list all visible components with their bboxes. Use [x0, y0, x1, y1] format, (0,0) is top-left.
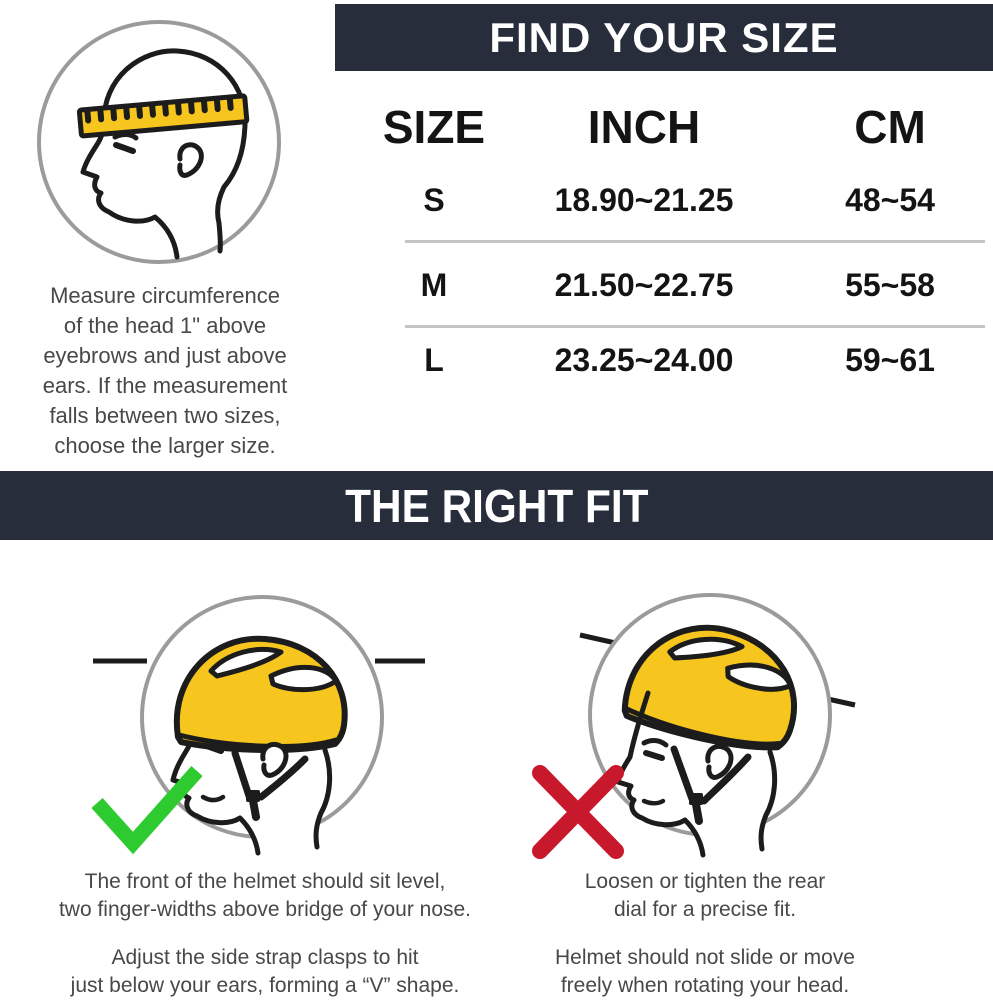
helmet-icon [621, 624, 797, 751]
ear [177, 142, 204, 178]
measure-instruction: Measure circumference of the head 1" abo… [42, 283, 288, 458]
size-table-header-row: SIZE INCH CM [380, 95, 980, 159]
the-right-fit-title: THE RIGHT FIT [344, 479, 649, 532]
row-divider [405, 325, 985, 328]
mouth [200, 794, 226, 803]
wrong-fit-paragraph-1: Loosen or tighten the rear dial for a pr… [584, 870, 826, 921]
wrong-fit-paragraph-2: Helmet should not slide or move freely w… [555, 946, 855, 997]
size-table: SIZE INCH CM S 18.90~21.25 48~54 M 21.50… [380, 95, 985, 400]
eye [643, 750, 665, 761]
find-your-size-banner: FIND YOUR SIZE [335, 4, 993, 71]
wrong-fit-illustration [530, 575, 890, 870]
correct-fit-svg [91, 595, 425, 856]
x-icon [532, 765, 624, 859]
the-right-fit-banner: THE RIGHT FIT [0, 471, 993, 540]
table-row-s: S 18.90~21.25 48~54 [380, 175, 980, 225]
measure-head-svg [37, 20, 281, 264]
wrong-fit-svg [532, 593, 856, 859]
cell-cm: 55~58 [845, 266, 935, 303]
eye [113, 142, 136, 154]
cell-size: L [424, 341, 444, 378]
header-size: SIZE [382, 101, 486, 153]
cell-cm: 48~54 [845, 181, 935, 218]
head-with-helmet-level [170, 635, 348, 856]
cell-inch: 21.50~22.75 [554, 266, 734, 303]
cell-inch: 18.90~21.25 [554, 181, 734, 218]
table-row-l: L 23.25~24.00 59~61 [380, 335, 980, 385]
correct-fit-paragraph-2: Adjust the side strap clasps to hit just… [70, 946, 460, 997]
cell-inch: 23.25~24.00 [554, 341, 734, 378]
cell-cm: 59~61 [845, 341, 935, 378]
correct-fit-paragraph-1: The front of the helmet should sit level… [58, 870, 472, 921]
chin-strap [231, 749, 309, 821]
measuring-tape-icon [76, 93, 250, 139]
head-with-helmet-tilted [615, 624, 797, 858]
wrong-fit-text: Loosen or tighten the rear dial for a pr… [495, 868, 915, 1000]
find-your-size-title: FIND YOUR SIZE [489, 13, 839, 61]
chin-strap [670, 745, 752, 825]
eyebrow [641, 738, 669, 748]
table-row-m: M 21.50~22.75 55~58 [380, 260, 980, 310]
ear [705, 744, 734, 780]
header-cm: CM [854, 101, 926, 153]
cell-size: M [420, 266, 448, 303]
measure-head-illustration [30, 13, 288, 271]
cell-size: S [423, 181, 445, 218]
correct-fit-text: The front of the helmet should sit level… [15, 868, 515, 1000]
header-inch: INCH [587, 101, 701, 153]
row-divider [405, 240, 985, 243]
mouth [641, 798, 666, 806]
helmet-icon [173, 635, 348, 754]
correct-fit-illustration [75, 575, 425, 870]
check-icon [91, 766, 203, 855]
ear [260, 742, 289, 778]
